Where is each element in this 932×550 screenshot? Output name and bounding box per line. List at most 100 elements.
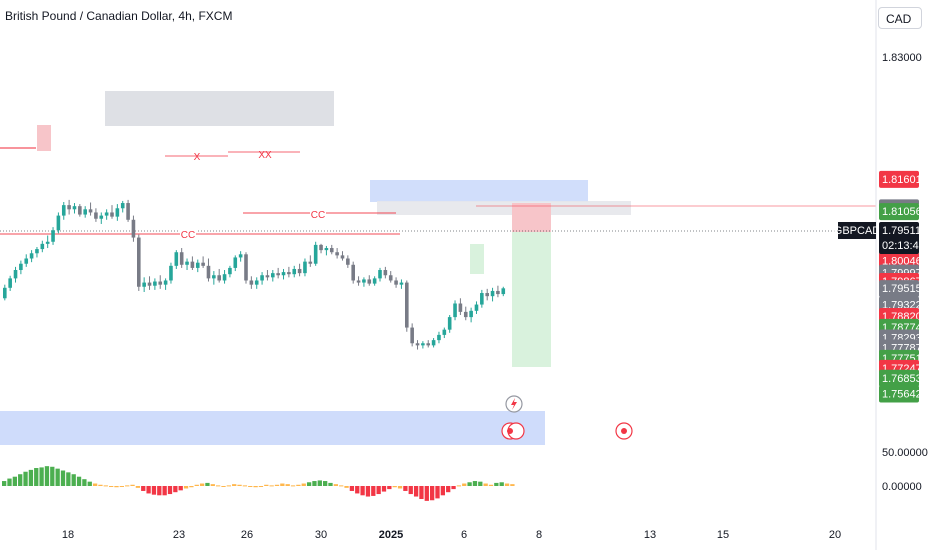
candles-layer: [3, 199, 506, 350]
candle-body: [480, 293, 484, 305]
candle: [190, 256, 195, 271]
oscillator-bar: [248, 486, 253, 487]
oscillator-bar: [199, 483, 205, 486]
oscillator-bar: [371, 486, 376, 496]
oscillator-bar: [274, 484, 280, 486]
candle-body: [153, 281, 157, 286]
oscillator-bar: [494, 482, 499, 486]
candle-body: [190, 261, 195, 268]
candle: [206, 258, 211, 282]
candle-body: [13, 270, 18, 279]
candle-body: [249, 280, 254, 285]
candle: [410, 323, 414, 347]
price-label-bg: [879, 170, 919, 188]
candle: [421, 341, 425, 349]
candle: [169, 262, 173, 284]
candle: [99, 212, 104, 224]
oscillator-bar: [472, 481, 478, 486]
candle-body: [496, 290, 500, 295]
x-tick-18: 18: [62, 529, 74, 541]
oscillator-bar: [419, 486, 424, 500]
events-layer[interactable]: [501, 395, 633, 440]
oscillator-bar: [103, 485, 108, 487]
candle: [399, 279, 404, 289]
candle-body: [265, 275, 270, 278]
candle: [490, 287, 495, 302]
osc-tick-50: 50.00000: [882, 447, 928, 459]
oscillator-bar: [167, 486, 173, 495]
candle: [388, 271, 393, 283]
candle-body: [244, 254, 248, 281]
candle: [56, 212, 61, 234]
candle: [228, 265, 232, 278]
price-labels-layer: 1.816011.810571.810561.804981.800461.799…: [879, 170, 922, 403]
candle-body: [195, 262, 200, 268]
candle: [346, 255, 350, 268]
candle: [29, 250, 34, 263]
candle: [426, 340, 431, 348]
candle-body: [137, 237, 141, 287]
candle: [110, 205, 114, 219]
oscillator-bar: [237, 484, 242, 486]
chart-title: British Pound / Canadian Dollar, 4h, FXC…: [5, 9, 233, 23]
candle: [480, 289, 484, 308]
oscillator-bar: [424, 486, 429, 501]
candle: [469, 307, 473, 323]
event-icon-c: [507, 428, 513, 434]
candle: [442, 327, 447, 339]
currency-button[interactable]: CAD: [878, 7, 922, 29]
candle-body: [254, 280, 259, 285]
annotation-cc-mid-bg: [310, 208, 326, 220]
candle-body: [163, 280, 168, 285]
candle: [45, 235, 50, 249]
candle: [297, 263, 302, 277]
candle-body: [56, 215, 61, 231]
price-label: 1.81601: [879, 170, 922, 188]
candle: [474, 301, 479, 314]
oscillator-bar: [440, 486, 445, 496]
candle: [254, 277, 259, 289]
candle: [142, 277, 146, 292]
candle-body: [394, 280, 398, 285]
candle-body: [463, 311, 468, 318]
candle-body: [179, 252, 184, 265]
candle-body: [35, 249, 39, 254]
candle: [238, 251, 243, 262]
oscillator-bar: [376, 486, 381, 495]
candle-body: [469, 310, 473, 318]
annotation-cc-mid: CC: [311, 210, 325, 221]
oscillator-bar: [119, 486, 124, 487]
candle-body: [233, 257, 238, 268]
candle: [485, 288, 489, 301]
time-axis[interactable]: 18 23 26 30 2025 6 8 13 15 20: [62, 529, 841, 541]
candle: [260, 272, 264, 285]
candle: [351, 261, 355, 284]
oscillator-bar: [2, 481, 7, 486]
candle-body: [147, 282, 152, 286]
x-tick-2025: 2025: [379, 529, 403, 541]
candle: [319, 243, 323, 254]
candle-body: [281, 272, 286, 276]
candle-body: [356, 280, 361, 283]
oscillator-bar: [141, 486, 146, 491]
candle-body: [271, 273, 275, 278]
candle: [292, 265, 297, 278]
price-axis[interactable]: 1.83000: [882, 52, 922, 64]
candle: [458, 298, 463, 316]
candle: [51, 227, 55, 245]
candle-body: [142, 282, 146, 287]
x-tick-23: 23: [173, 529, 185, 541]
candle: [308, 255, 313, 267]
candle: [372, 276, 377, 286]
oscillator-bar: [344, 486, 349, 488]
candle-body: [238, 254, 243, 258]
candle: [496, 285, 500, 298]
x-tick-13: 13: [644, 529, 656, 541]
candle-body: [415, 343, 420, 346]
oscillator-bar: [12, 476, 17, 486]
oscillator-bar: [504, 483, 510, 486]
annotation-x: X: [194, 152, 201, 163]
oscillator-bar: [98, 484, 103, 486]
oscillator-bar: [178, 486, 183, 491]
